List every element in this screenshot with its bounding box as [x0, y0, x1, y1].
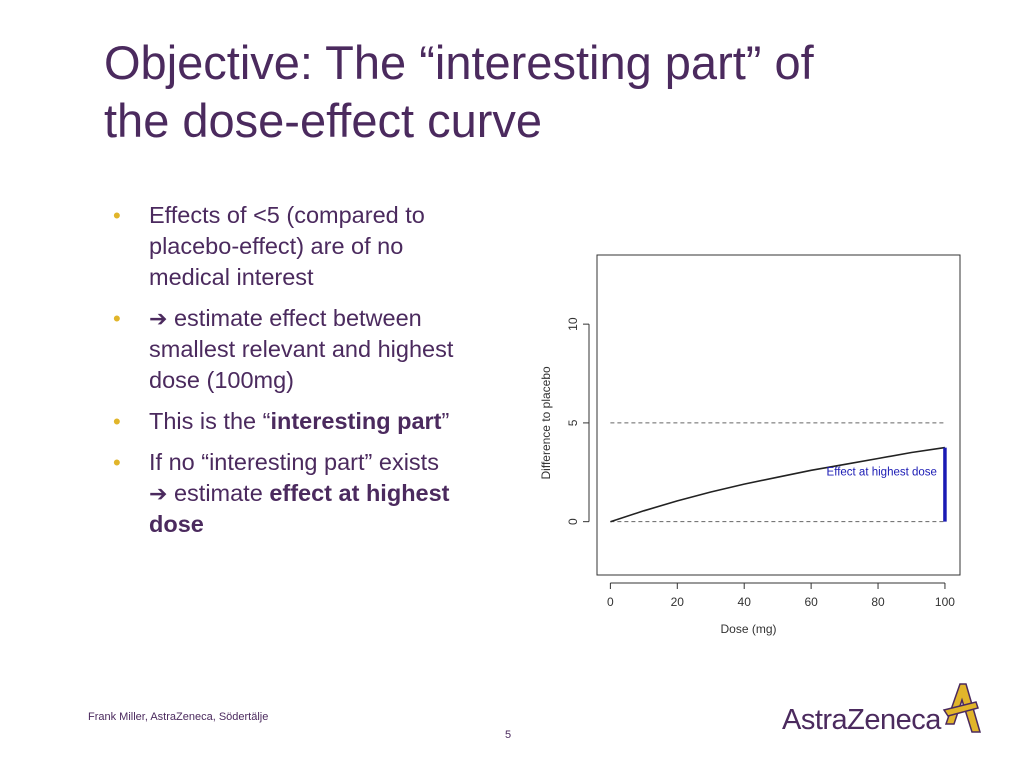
y-axis-label: Difference to placebo	[539, 366, 553, 480]
x-axis-label: Dose (mg)	[720, 622, 776, 636]
bullet-text: medical interest	[149, 264, 314, 290]
bullet-text: This is the “interesting part”	[149, 406, 533, 437]
y-tick-label: 0	[566, 518, 580, 525]
bullet-text-part: This is the “	[149, 408, 271, 434]
bullet-text: ➔ estimate effect between	[149, 303, 533, 334]
highlight-label: Effect at highest dose	[827, 467, 937, 479]
bullet-text-part: ”	[441, 408, 450, 434]
bullet-list: • Effects of <5 (compared to placebo-eff…	[113, 200, 533, 550]
x-tick-label: 40	[738, 595, 752, 609]
bullet-text-part: estimate effect between	[167, 305, 422, 331]
logo-text: AstraZeneca	[782, 704, 941, 736]
bullet-text: Effects of <5 (compared to	[149, 202, 425, 228]
bullet-item: • This is the “interesting part”	[113, 406, 533, 437]
bullet-dot-icon: •	[113, 203, 121, 228]
slide-title: Objective: The “interesting part” of the…	[104, 34, 1004, 150]
astrazeneca-logo: AstraZeneca	[782, 680, 992, 740]
y-tick-label: 5	[566, 419, 580, 426]
dose-effect-chart: Effect at highest dose 0 20 40 60 80 100 0 5 10…	[539, 254, 961, 636]
series-line	[610, 446, 946, 523]
bullet-emphasis: dose	[149, 511, 204, 537]
bullet-dot-icon: •	[113, 450, 121, 475]
bullet-text: ➔ estimate effect at highest	[149, 478, 533, 509]
x-tick-label: 20	[671, 595, 685, 609]
bullet-item: • Effects of <5 (compared to placebo-eff…	[113, 200, 533, 293]
bullet-dot-icon: •	[113, 306, 121, 331]
arrow-right-icon: ➔	[149, 481, 168, 506]
logo-mark-icon	[942, 683, 981, 733]
bullet-text-part: estimate	[167, 480, 270, 506]
title-line-2: the dose-effect curve	[104, 94, 543, 147]
bullet-text: dose	[149, 509, 533, 540]
bullet-text: placebo-effect) are of no	[149, 233, 404, 259]
footer-author: Frank Miller, AstraZeneca, Södertälje	[88, 711, 269, 723]
title-line-1: Objective: The “interesting part” of	[104, 36, 814, 89]
y-tick-label: 10	[566, 317, 580, 331]
bullet-text: If no “interesting part” exists	[149, 449, 439, 475]
bullet-item: • ➔ estimate effect between smallest rel…	[113, 303, 533, 396]
page-number: 5	[505, 729, 512, 741]
x-tick-label: 60	[804, 595, 818, 609]
x-tick-label: 80	[871, 595, 885, 609]
bullet-item: • If no “interesting part” exists ➔ esti…	[113, 447, 533, 540]
bullet-emphasis: effect at highest	[269, 480, 450, 506]
x-tick-label: 0	[607, 595, 614, 609]
bullet-emphasis: interesting part	[270, 408, 442, 434]
bullet-text: smallest relevant and highest	[149, 336, 454, 362]
bullet-dot-icon: •	[113, 409, 121, 434]
plot-frame	[596, 254, 961, 576]
bullet-text: dose (100mg)	[149, 367, 294, 393]
arrow-right-icon: ➔	[149, 306, 168, 331]
x-tick-label: 100	[935, 595, 955, 609]
